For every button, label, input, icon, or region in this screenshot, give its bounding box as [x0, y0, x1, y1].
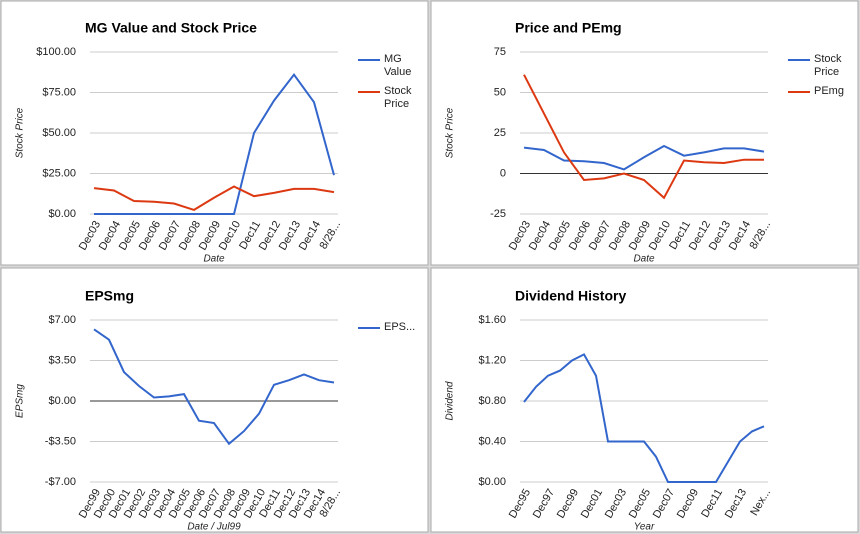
y-tick-label: 25 [494, 127, 506, 139]
x-axis-title: Date [203, 254, 225, 265]
series-line [523, 353, 765, 483]
chart-title: Dividend History [515, 288, 626, 304]
y-axis-title: Stock Price [445, 107, 456, 158]
y-tick-label: 50 [494, 86, 506, 98]
series-line [523, 74, 764, 200]
legend-entry: EPS... [384, 321, 416, 333]
legend-entry: Stock Price [814, 53, 842, 78]
chart-title: Price and PEmg [515, 20, 622, 36]
legend-entry: MG Value [384, 53, 412, 78]
y-tick-label: -25 [490, 208, 506, 220]
y-tick-label: $100.00 [36, 46, 76, 58]
y-tick-label: $0.00 [48, 208, 76, 220]
y-tick-label: $0.00 [48, 395, 76, 407]
series-line [93, 328, 335, 446]
y-axis-title: Stock Price [15, 107, 26, 158]
chart-title: MG Value and Stock Price [85, 20, 257, 36]
panel [430, 267, 859, 533]
legend-label: EPS... [384, 321, 416, 333]
legend-label: MG Value [384, 53, 412, 78]
x-axis-title: Year [634, 522, 655, 533]
x-axis-title: Date [633, 254, 655, 265]
series-line [93, 185, 335, 211]
y-tick-label: 0 [500, 167, 506, 179]
y-tick-label: $75.00 [42, 86, 76, 98]
series-line [523, 144, 765, 171]
chart-title: EPSmg [85, 288, 134, 304]
y-tick-label: $0.40 [478, 435, 506, 447]
series-line [94, 73, 335, 215]
legend-label: Stock Price [384, 85, 412, 110]
legend-label: Stock Price [814, 53, 842, 78]
y-axis-title: EPSmg [15, 384, 26, 418]
y-tick-label: -$7.00 [45, 476, 76, 488]
y-tick-label: $7.00 [48, 314, 76, 326]
y-tick-label: $50.00 [42, 127, 76, 139]
y-tick-label: $1.60 [478, 314, 506, 326]
y-tick-label: -$3.50 [45, 435, 76, 447]
y-tick-label: 75 [494, 46, 506, 58]
panel [0, 267, 429, 533]
y-tick-label: $3.50 [48, 354, 76, 366]
legend-entry: Stock Price [384, 85, 412, 110]
y-axis-title: Dividend [445, 381, 456, 420]
legend-entry: PEmg [814, 85, 844, 97]
x-axis-title: Date / Jul99 [187, 522, 241, 533]
legend-label: PEmg [814, 85, 844, 97]
y-tick-label: $25.00 [42, 167, 76, 179]
y-tick-label: $1.20 [478, 354, 506, 366]
y-tick-label: $0.80 [478, 395, 506, 407]
y-tick-label: $0.00 [478, 476, 506, 488]
